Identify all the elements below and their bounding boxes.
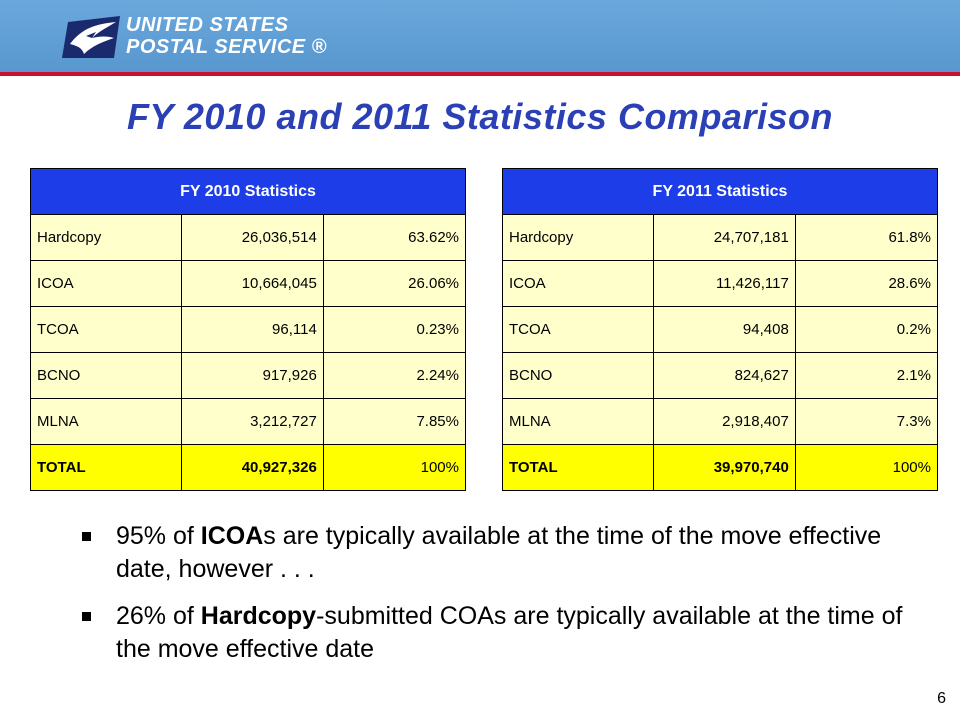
table-row: Hardcopy 24,707,181 61.8% bbox=[502, 214, 939, 261]
bullet-item: 95% of ICOAs are typically available at … bbox=[80, 520, 930, 586]
row-percent: 0.23% bbox=[322, 306, 467, 353]
table-row: ICOA 10,664,045 26.06% bbox=[30, 260, 467, 307]
row-percent: 7.85% bbox=[322, 398, 467, 445]
header-banner: UNITED STATES POSTAL SERVICE ® bbox=[0, 0, 960, 72]
eagle-icon bbox=[62, 16, 120, 58]
row-count: 2,918,407 bbox=[652, 398, 796, 445]
page-title: FY 2010 and 2011 Statistics Comparison bbox=[127, 96, 833, 137]
row-label: Hardcopy bbox=[30, 214, 182, 261]
row-count: 10,664,045 bbox=[180, 260, 324, 307]
row-percent: 0.2% bbox=[794, 306, 939, 353]
row-count: 40,927,326 bbox=[180, 444, 324, 491]
row-label: BCNO bbox=[30, 352, 182, 399]
row-count: 96,114 bbox=[180, 306, 324, 353]
page-number: 6 bbox=[937, 690, 946, 707]
bullet-text-post: s are typically available at the time of… bbox=[116, 522, 882, 583]
row-count: 24,707,181 bbox=[652, 214, 796, 261]
row-percent: 61.8% bbox=[794, 214, 939, 261]
bullet-list: 95% of ICOAs are typically available at … bbox=[80, 520, 930, 680]
row-percent: 63.62% bbox=[322, 214, 467, 261]
table-row: BCNO 917,926 2.24% bbox=[30, 352, 467, 399]
table-row: ICOA 11,426,117 28.6% bbox=[502, 260, 939, 307]
total-row: TOTAL 40,927,326 100% bbox=[30, 444, 467, 491]
bullet-text-bold: ICOA bbox=[200, 522, 264, 550]
row-count: 917,926 bbox=[180, 352, 324, 399]
row-label: TOTAL bbox=[30, 444, 182, 491]
row-count: 26,036,514 bbox=[180, 214, 324, 261]
fy2010-table: FY 2010 Statistics Hardcopy 26,036,514 6… bbox=[30, 168, 467, 491]
logo-line-2: POSTAL SERVICE ® bbox=[126, 36, 327, 58]
row-count: 39,970,740 bbox=[652, 444, 796, 491]
logo-line-1: UNITED STATES bbox=[126, 14, 289, 36]
table-row: TCOA 96,114 0.23% bbox=[30, 306, 467, 353]
row-label: Hardcopy bbox=[502, 214, 654, 261]
row-label: BCNO bbox=[502, 352, 654, 399]
row-label: TOTAL bbox=[502, 444, 654, 491]
total-row: TOTAL 39,970,740 100% bbox=[502, 444, 939, 491]
row-count: 3,212,727 bbox=[180, 398, 324, 445]
table-row: Hardcopy 26,036,514 63.62% bbox=[30, 214, 467, 261]
table-row: MLNA 2,918,407 7.3% bbox=[502, 398, 939, 445]
bullet-text-pre: 95% of bbox=[116, 522, 201, 550]
row-percent: 26.06% bbox=[322, 260, 467, 307]
table-header: FY 2011 Statistics bbox=[502, 168, 938, 215]
row-label: TCOA bbox=[502, 306, 654, 353]
table-row: TCOA 94,408 0.2% bbox=[502, 306, 939, 353]
row-percent: 28.6% bbox=[794, 260, 939, 307]
row-percent: 2.24% bbox=[322, 352, 467, 399]
table-row: MLNA 3,212,727 7.85% bbox=[30, 398, 467, 445]
row-count: 824,627 bbox=[652, 352, 796, 399]
row-label: TCOA bbox=[30, 306, 182, 353]
bullet-text-pre: 26% of bbox=[116, 602, 201, 630]
table-header: FY 2010 Statistics bbox=[30, 168, 466, 215]
square-bullet-icon bbox=[82, 532, 91, 541]
row-label: ICOA bbox=[30, 260, 182, 307]
fy2011-table: FY 2011 Statistics Hardcopy 24,707,181 6… bbox=[502, 168, 939, 491]
bullet-text-bold: Hardcopy bbox=[200, 602, 317, 630]
row-label: MLNA bbox=[502, 398, 654, 445]
bullet-item: 26% of Hardcopy-submitted COAs are typic… bbox=[80, 600, 930, 666]
row-label: ICOA bbox=[502, 260, 654, 307]
table-row: BCNO 824,627 2.1% bbox=[502, 352, 939, 399]
logo-text: UNITED STATES POSTAL SERVICE ® bbox=[126, 14, 327, 58]
row-percent: 2.1% bbox=[794, 352, 939, 399]
header-rule bbox=[0, 72, 960, 76]
row-count: 11,426,117 bbox=[652, 260, 796, 307]
row-percent: 7.3% bbox=[794, 398, 939, 445]
bullet-text-post: -submitted COAs are typically available … bbox=[116, 602, 903, 663]
row-percent: 100% bbox=[322, 444, 467, 491]
square-bullet-icon bbox=[82, 612, 91, 621]
row-percent: 100% bbox=[794, 444, 939, 491]
row-label: MLNA bbox=[30, 398, 182, 445]
row-count: 94,408 bbox=[652, 306, 796, 353]
